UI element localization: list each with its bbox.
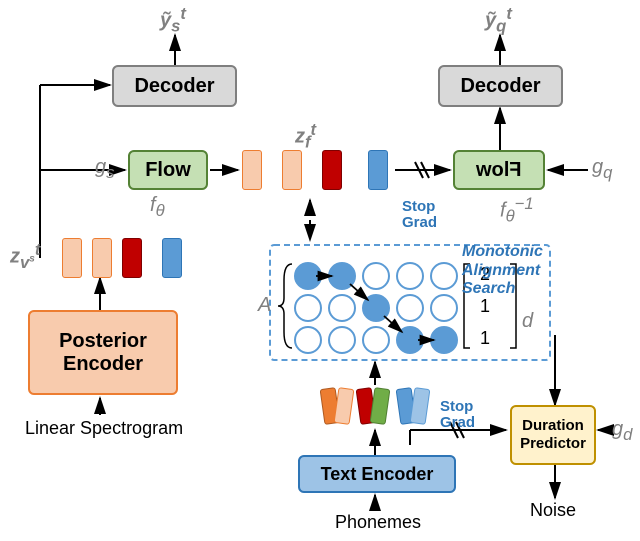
duration-predictor-block: Duration Predictor <box>510 405 596 465</box>
flow-left-block: Flow <box>128 150 208 190</box>
z-f-label: zft <box>295 120 316 153</box>
a-brace-label: A <box>258 294 271 317</box>
flow-left-label: Flow <box>145 159 191 182</box>
mas-grid <box>295 263 457 353</box>
g-q-label: gq <box>592 156 612 183</box>
g-d-label: gd <box>612 418 632 445</box>
te-rect-1b <box>334 387 355 425</box>
posterior-label: Posterior Encoder <box>59 330 147 376</box>
zv-rect-3 <box>122 238 142 278</box>
flow-right-block: Flow <box>453 150 545 190</box>
duration-label: Duration Predictor <box>520 417 586 453</box>
zf-rect-3 <box>322 150 342 190</box>
stop-grad-1: Stop Grad <box>402 182 437 232</box>
linear-spectrogram-label: Linear Spectrogram <box>25 418 183 439</box>
decoder-left-label: Decoder <box>134 75 214 98</box>
stop-grad-2: Stop Grad <box>440 382 475 432</box>
zv-rect-4 <box>162 238 182 278</box>
f-theta-label: fθ <box>150 194 165 221</box>
zv-rect-1 <box>62 238 82 278</box>
mas-label: Monotonic Alignment Search <box>462 225 543 299</box>
f-theta-inv-label: fθ−1 <box>500 194 534 227</box>
d-bracket-label: d <box>522 310 533 333</box>
zv-rect-2 <box>92 238 112 278</box>
y-s-label: ỹst <box>160 4 186 37</box>
z-v-label: zvst <box>10 240 40 273</box>
flow-right-label: Flow <box>476 159 522 182</box>
decoder-right-label: Decoder <box>460 75 540 98</box>
posterior-encoder-block: Posterior Encoder <box>28 310 178 395</box>
text-encoder-block: Text Encoder <box>298 455 456 493</box>
zf-rect-1 <box>242 150 262 190</box>
y-q-label: ỹqt <box>485 4 512 37</box>
d-val-1: 1 <box>480 296 490 317</box>
te-rect-2b <box>370 387 391 425</box>
decoder-left-block: Decoder <box>112 65 237 107</box>
noise-label: Noise <box>530 500 576 521</box>
te-rect-3b <box>410 387 431 425</box>
zf-rect-4 <box>368 150 388 190</box>
phonemes-label: Phonemes <box>335 512 421 533</box>
g-s-label: gs <box>95 156 114 183</box>
text-encoder-label: Text Encoder <box>321 464 434 485</box>
zf-rect-2 <box>282 150 302 190</box>
d-val-2: 1 <box>480 328 490 349</box>
decoder-right-block: Decoder <box>438 65 563 107</box>
